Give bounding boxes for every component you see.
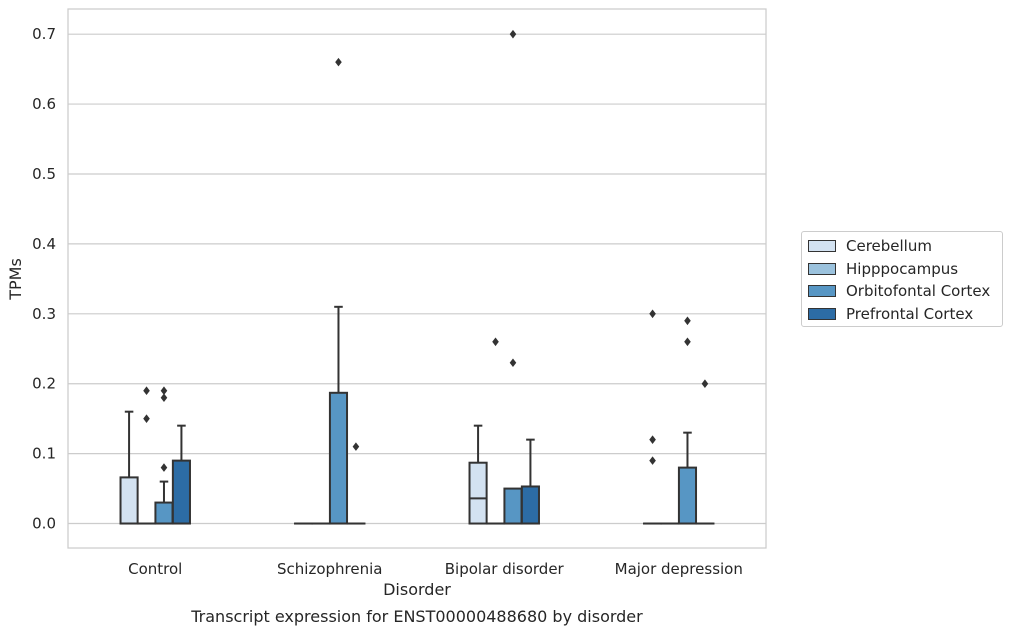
plot-frame — [67, 8, 767, 549]
legend-swatch — [808, 285, 836, 298]
outlier-point — [701, 379, 709, 389]
legend-label: Cerebellum — [846, 237, 932, 256]
box — [677, 466, 698, 525]
outlier-point — [684, 316, 691, 326]
y-tick-label: 0.6 — [32, 95, 56, 113]
box — [119, 476, 139, 525]
box — [520, 485, 540, 525]
box — [468, 461, 488, 525]
box — [328, 391, 349, 525]
box-cerebellum — [468, 424, 488, 525]
outlier-point — [160, 393, 168, 402]
y-tick-label: 0.0 — [32, 515, 56, 533]
y-axis-label: TPMs — [6, 258, 25, 301]
box — [171, 459, 191, 525]
legend-item: Cerebellum — [808, 235, 1002, 258]
box-prefrontal-cortex — [346, 442, 366, 525]
box-prefrontal-cortex — [171, 424, 191, 525]
y-tick-labels: 0.0 0.1 0.2 0.3 0.4 0.5 0.6 0.7 — [32, 25, 56, 532]
outlier-point — [335, 57, 342, 67]
outlier-point — [492, 337, 499, 347]
x-tick-label: Major depression — [615, 560, 743, 578]
outlier-point — [684, 337, 691, 347]
outlier-point — [509, 358, 517, 368]
x-tick-label: Schizophrenia — [277, 560, 382, 578]
y-tick-label: 0.7 — [32, 25, 56, 43]
box — [154, 501, 174, 525]
y-tick-label: 0.4 — [32, 235, 56, 253]
x-tick-label: Bipolar disorder — [445, 560, 565, 578]
legend-label: Orbitofontal Cortex — [846, 282, 991, 301]
legend: Cerebellum Hipppocampus Orbitofontal Cor… — [801, 231, 1003, 327]
box-prefrontal-cortex — [520, 438, 540, 525]
legend-label: Hipppocampus — [846, 259, 959, 278]
box — [503, 487, 523, 525]
box-cerebellum — [643, 309, 663, 525]
outlier-point — [509, 29, 517, 39]
box-orbitofontal-cortex — [154, 386, 174, 525]
legend-swatch — [808, 262, 836, 275]
y-tick-label: 0.1 — [32, 445, 56, 463]
box-orbitofontal-cortex — [677, 316, 698, 525]
x-axis-label: Disorder — [383, 580, 451, 599]
box-prefrontal-cortex — [695, 379, 715, 525]
box-cerebellum — [119, 410, 139, 525]
outlier-point — [143, 414, 150, 423]
legend-label: Prefrontal Cortex — [846, 304, 974, 323]
box-hipppocampus — [136, 386, 157, 525]
gridlines — [68, 33, 766, 525]
x-tick-label: Control — [128, 560, 182, 578]
outlier-point — [649, 435, 656, 444]
outlier-point — [649, 309, 656, 319]
legend-swatch — [808, 307, 836, 320]
outlier-point — [160, 463, 168, 472]
y-tick-label: 0.5 — [32, 165, 56, 183]
legend-item: Orbitofontal Cortex — [808, 280, 1002, 303]
x-tick-labels: Control Schizophrenia Bipolar disorder Majo… — [128, 560, 743, 578]
legend-item: Prefrontal Cortex — [808, 303, 1002, 326]
outlier-point — [143, 386, 150, 396]
y-tick-label: 0.3 — [32, 305, 56, 323]
chart-caption: Transcript expression for ENST0000048868… — [190, 607, 643, 626]
plot-area — [119, 29, 715, 525]
box-orbitofontal-cortex — [328, 57, 349, 525]
legend-swatch — [808, 240, 836, 253]
outlier-point — [160, 386, 168, 396]
outlier-point — [352, 442, 360, 451]
y-tick-label: 0.2 — [32, 375, 56, 393]
legend-item: Hipppocampus — [808, 258, 1002, 281]
box-hipppocampus — [485, 337, 506, 525]
outlier-point — [649, 456, 656, 465]
